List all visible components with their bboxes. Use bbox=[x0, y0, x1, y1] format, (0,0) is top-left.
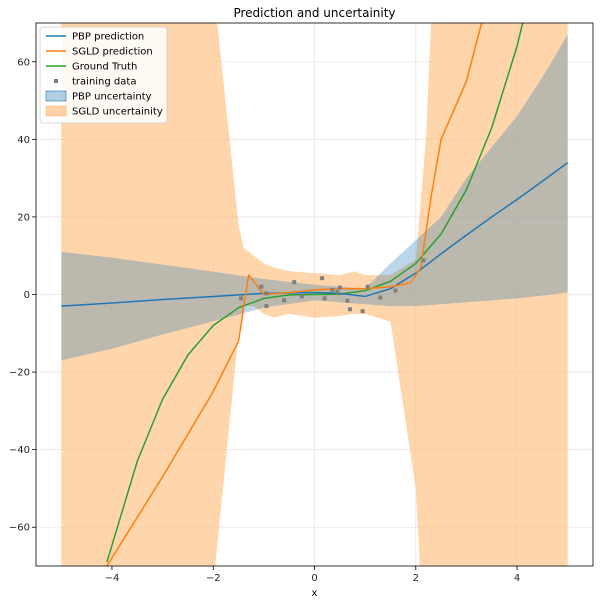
x-tick-label: −4 bbox=[105, 573, 120, 584]
training-point bbox=[365, 284, 370, 289]
legend-swatch-sgld_band bbox=[45, 105, 67, 117]
training-point bbox=[337, 285, 342, 290]
training-point bbox=[378, 295, 383, 300]
legend-swatch-pbp_band bbox=[45, 90, 67, 102]
y-tick-label: −20 bbox=[9, 368, 30, 379]
training-point bbox=[393, 288, 398, 293]
training-point bbox=[264, 304, 269, 309]
legend-label-truth: Ground Truth bbox=[72, 62, 137, 73]
x-axis-label: x bbox=[312, 588, 318, 599]
x-tick-label: 2 bbox=[413, 573, 419, 584]
training-point bbox=[330, 287, 335, 292]
training-point bbox=[264, 291, 269, 296]
training-point bbox=[335, 289, 340, 294]
truth-line bbox=[106, 23, 524, 563]
training-point bbox=[282, 298, 287, 303]
legend-label-pbp_band: PBP uncertainty bbox=[72, 92, 152, 103]
y-tick-label: 60 bbox=[17, 57, 30, 68]
y-tick-label: 40 bbox=[17, 135, 30, 146]
pbp-band-area bbox=[61, 34, 568, 361]
legend-swatch-training bbox=[54, 79, 58, 83]
training-points bbox=[239, 258, 426, 314]
y-tick-label: −40 bbox=[9, 445, 30, 456]
training-point bbox=[299, 294, 304, 299]
pbp-line bbox=[61, 162, 569, 307]
legend-label-sgld_band: SGLD uncertainity bbox=[72, 107, 163, 118]
training-point bbox=[347, 307, 352, 312]
x-tick-label: −2 bbox=[206, 573, 221, 584]
training-point bbox=[239, 296, 244, 301]
training-point bbox=[292, 280, 297, 285]
legend-box bbox=[39, 26, 168, 124]
legend-label-training: training data bbox=[72, 77, 136, 88]
y-tick-label: 20 bbox=[17, 212, 30, 223]
training-point bbox=[360, 309, 365, 314]
training-point bbox=[259, 284, 264, 289]
legend-label-sgld: SGLD prediction bbox=[72, 47, 153, 58]
training-point bbox=[345, 298, 350, 303]
legend-label-pbp: PBP prediction bbox=[72, 32, 144, 43]
training-point bbox=[320, 276, 325, 281]
chart-title: Prediction and uncertainity bbox=[233, 6, 395, 20]
y-tick-label: 0 bbox=[24, 290, 30, 301]
training-point bbox=[421, 258, 426, 263]
x-tick-label: 4 bbox=[514, 573, 520, 584]
legend: PBP prediction SGLD prediction Ground Trut… bbox=[39, 26, 168, 124]
x-tick-label: 0 bbox=[311, 573, 317, 584]
y-tick-label: −60 bbox=[9, 523, 30, 534]
training-point bbox=[322, 296, 327, 301]
